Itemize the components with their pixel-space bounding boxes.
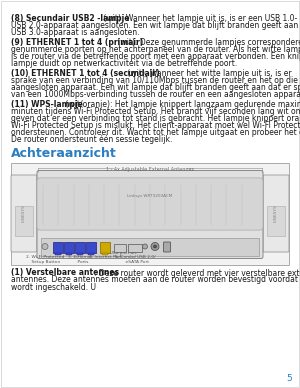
Text: (10) ETHERNET 1 tot 4 (secundair): (10) ETHERNET 1 tot 4 (secundair) xyxy=(11,69,160,78)
Text: Linksys WRT3200ACM: Linksys WRT3200ACM xyxy=(128,194,172,198)
Text: van een 1000Mbps-verbinding tussen de router en een aangesloten apparaat.: van een 1000Mbps-verbinding tussen de ro… xyxy=(11,90,300,99)
Text: geven dat er een verbinding tot stand is gebracht. Het lampje knippert oranje al: geven dat er een verbinding tot stand is… xyxy=(11,114,300,123)
FancyBboxPatch shape xyxy=(37,178,263,230)
FancyBboxPatch shape xyxy=(41,237,259,256)
Text: ondersteunen. Controleer dit. Wacht tot het lampje uitgaat en probeer het opnieu: ondersteunen. Controleer dit. Wacht tot … xyxy=(11,128,300,137)
Text: USB 2.0-apparaat aangesloten. Een wit lampje dat blijft branden geeft aan dat er: USB 2.0-apparaat aangesloten. Een wit la… xyxy=(11,21,300,30)
Text: minuten tijdens Wi-Fi Protected Setup. Het brandt vijf seconden lang wit om aan : minuten tijdens Wi-Fi Protected Setup. H… xyxy=(11,107,300,116)
FancyBboxPatch shape xyxy=(37,170,263,258)
FancyBboxPatch shape xyxy=(86,241,96,253)
Circle shape xyxy=(151,242,159,251)
Text: (9) ETHERNET 1 tot 4 (primair): (9) ETHERNET 1 tot 4 (primair) xyxy=(11,38,143,47)
Text: aangesloten apparaat. Een wit lampje dat blijft branden geeft aan dat er sprake : aangesloten apparaat. Een wit lampje dat… xyxy=(11,83,300,92)
Text: LINKSYS: LINKSYS xyxy=(274,204,278,222)
FancyBboxPatch shape xyxy=(11,163,289,265)
Text: 3. Ethernet
    Ports: 3. Ethernet Ports xyxy=(68,256,92,264)
Text: wordt ingeschakeld. U: wordt ingeschakeld. U xyxy=(11,282,96,291)
FancyBboxPatch shape xyxy=(53,241,63,253)
Text: (8) Secundair USB2 -lampje: (8) Secundair USB2 -lampje xyxy=(11,14,130,23)
FancyBboxPatch shape xyxy=(267,206,285,236)
Text: LINKSYS: LINKSYS xyxy=(22,204,26,222)
FancyBboxPatch shape xyxy=(75,241,85,253)
Text: (wit): Wanneer het witte lampje uit is, is er: (wit): Wanneer het witte lampje uit is, … xyxy=(125,69,292,78)
Circle shape xyxy=(42,244,48,249)
FancyBboxPatch shape xyxy=(263,175,289,252)
Text: Achteraanzicht: Achteraanzicht xyxy=(11,147,117,160)
Text: 1 - 4x Adjustable External Antennas: 1 - 4x Adjustable External Antennas xyxy=(106,166,194,171)
Text: 6. Combo USB 2.0/
    eSATA Port: 6. Combo USB 2.0/ eSATA Port xyxy=(115,256,155,264)
FancyBboxPatch shape xyxy=(128,244,142,251)
FancyBboxPatch shape xyxy=(164,242,170,252)
FancyBboxPatch shape xyxy=(102,253,108,255)
Text: 5. USB 3.0 Port: 5. USB 3.0 Port xyxy=(103,251,136,255)
Text: 4. Internet Port: 4. Internet Port xyxy=(88,256,122,260)
FancyBboxPatch shape xyxy=(88,253,94,255)
FancyBboxPatch shape xyxy=(100,241,110,253)
Text: (wit/oranje): Het lampje knippert langzaam gedurende maximaal twee: (wit/oranje): Het lampje knippert langza… xyxy=(63,100,300,109)
Text: (11) WPS-lampje: (11) WPS-lampje xyxy=(11,100,83,109)
FancyBboxPatch shape xyxy=(55,253,61,255)
Text: (wit): Wanneer het lampje uit is, is er een USB 1.0- of: (wit): Wanneer het lampje uit is, is er … xyxy=(101,14,300,23)
Text: sprake van een verbinding van 10/110Mbps tussen de router en het op die poort: sprake van een verbinding van 10/110Mbps… xyxy=(11,76,300,85)
Text: lampje duidt op netwerkactiviteit via de betreffende poort.: lampje duidt op netwerkactiviteit via de… xyxy=(11,59,237,68)
Text: is de router via de betreffende poort met een apparaat verbonden. Een knipperend: is de router via de betreffende poort me… xyxy=(11,52,300,61)
FancyBboxPatch shape xyxy=(77,253,83,255)
Text: De router ondersteunt één sessie tegelijk.: De router ondersteunt één sessie tegelij… xyxy=(11,135,172,144)
FancyBboxPatch shape xyxy=(11,175,37,252)
FancyBboxPatch shape xyxy=(114,244,126,251)
FancyBboxPatch shape xyxy=(15,206,33,236)
Text: 2. Wi-Fi Protected
    Setup Button: 2. Wi-Fi Protected Setup Button xyxy=(26,256,64,264)
Text: antennes. Deze antennes moeten aan de router worden bevestigd voordat de router: antennes. Deze antennes moeten aan de ro… xyxy=(11,275,300,284)
FancyBboxPatch shape xyxy=(66,253,72,255)
Circle shape xyxy=(154,245,157,248)
Text: 5: 5 xyxy=(286,374,292,383)
Text: (1) Verstelbare antennes: (1) Verstelbare antennes xyxy=(11,268,119,277)
Circle shape xyxy=(142,244,148,249)
Text: genummerde poorten op het achterpaneel van de router. Als het witte lampje brand: genummerde poorten op het achterpaneel v… xyxy=(11,45,300,54)
Text: : Deze router wordt geleverd met vier verstelbare externe: : Deze router wordt geleverd met vier ve… xyxy=(94,268,300,277)
FancyBboxPatch shape xyxy=(64,241,74,253)
Text: Wi-Fi Protected Setup is mislukt. Het client-apparaat moet wel Wi-Fi Protected S: Wi-Fi Protected Setup is mislukt. Het cl… xyxy=(11,121,300,130)
Text: USB 3.0-apparaat is aangesloten.: USB 3.0-apparaat is aangesloten. xyxy=(11,28,140,37)
Text: (wit): Deze genummerde lampjes corresponderen met de: (wit): Deze genummerde lampjes correspon… xyxy=(115,38,300,47)
